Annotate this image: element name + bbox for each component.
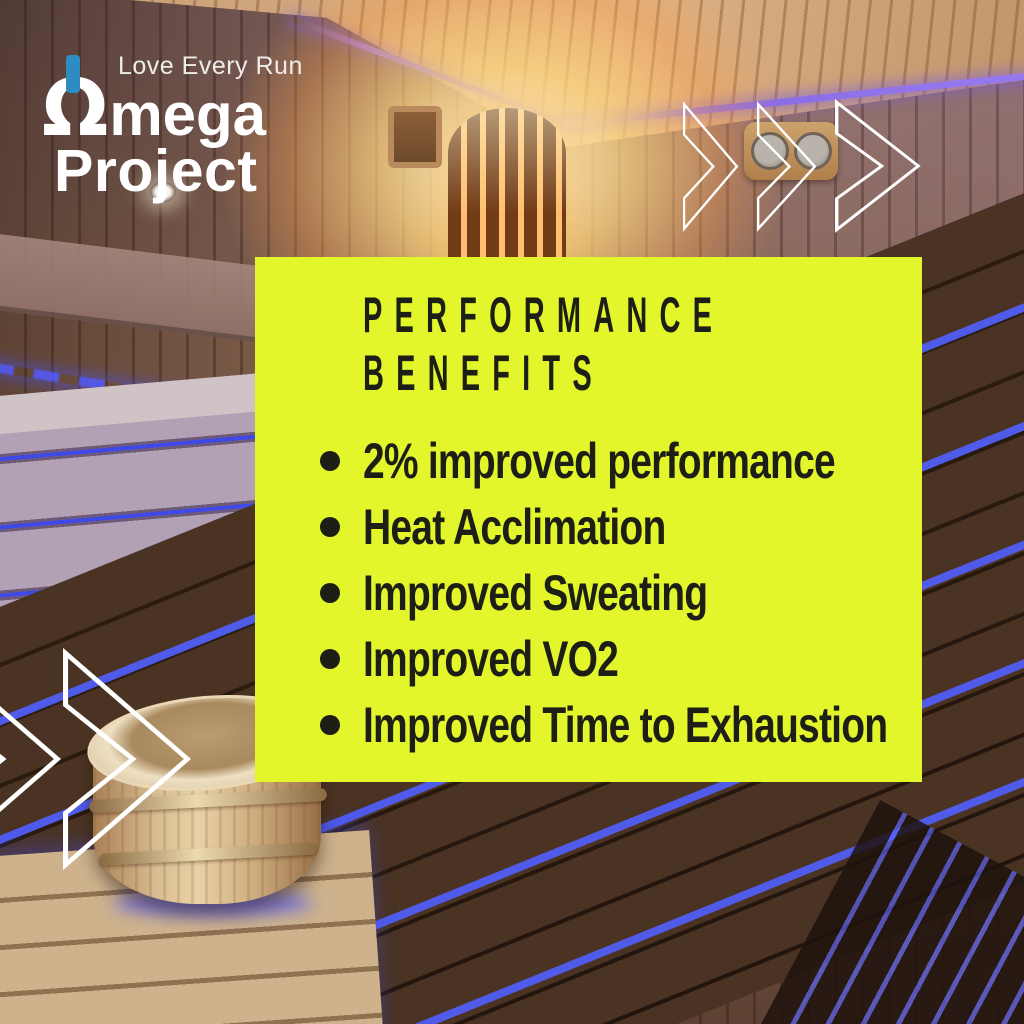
benefit-item: Improved Time to Exhaustion [320, 692, 922, 758]
benefit-item: Improved Sweating [320, 560, 922, 626]
card-title-line2: BENEFITS [363, 344, 604, 401]
logo-word-mega: mega [109, 81, 267, 148]
benefit-item: Improved VO2 [320, 626, 922, 692]
card-title-line1: PERFORMANCE [363, 287, 725, 343]
logo-word-project: Project [54, 137, 258, 204]
sauna-thermometer-pair [744, 122, 838, 180]
chevron-right-icon [0, 706, 62, 812]
slatted-light-screen [448, 108, 566, 258]
bullet-dot [320, 715, 340, 735]
bullet-dot [320, 451, 340, 471]
benefit-item: Heat Acclimation [320, 494, 922, 560]
small-ceiling-light [150, 182, 176, 202]
benefits-list: 2% improved performance Heat Acclimation… [320, 428, 922, 758]
card-title: PERFORMANCE BENEFITS [363, 287, 725, 402]
benefit-item: 2% improved performance [320, 428, 922, 494]
chevron-right-icon [757, 101, 817, 232]
bullet-dot [320, 517, 340, 537]
wall-vent [388, 106, 442, 168]
chevron-right-icon [835, 99, 921, 233]
logo-wordmark: Ω mega [42, 55, 303, 151]
bullet-dot [320, 649, 340, 669]
omega-blue-bar [66, 55, 80, 93]
chevron-right-icon [63, 647, 192, 871]
logo-tagline: Love Every Run [118, 52, 303, 80]
brand-logo: Love Every Run Ω mega Project [42, 38, 303, 205]
bullet-dot [320, 583, 340, 603]
chevron-right-icon [683, 101, 739, 232]
thermometer-gauge [750, 132, 789, 170]
performance-benefits-card: PERFORMANCE BENEFITS 2% improved perform… [255, 257, 922, 782]
omega-logo-icon: Ω [42, 55, 108, 151]
